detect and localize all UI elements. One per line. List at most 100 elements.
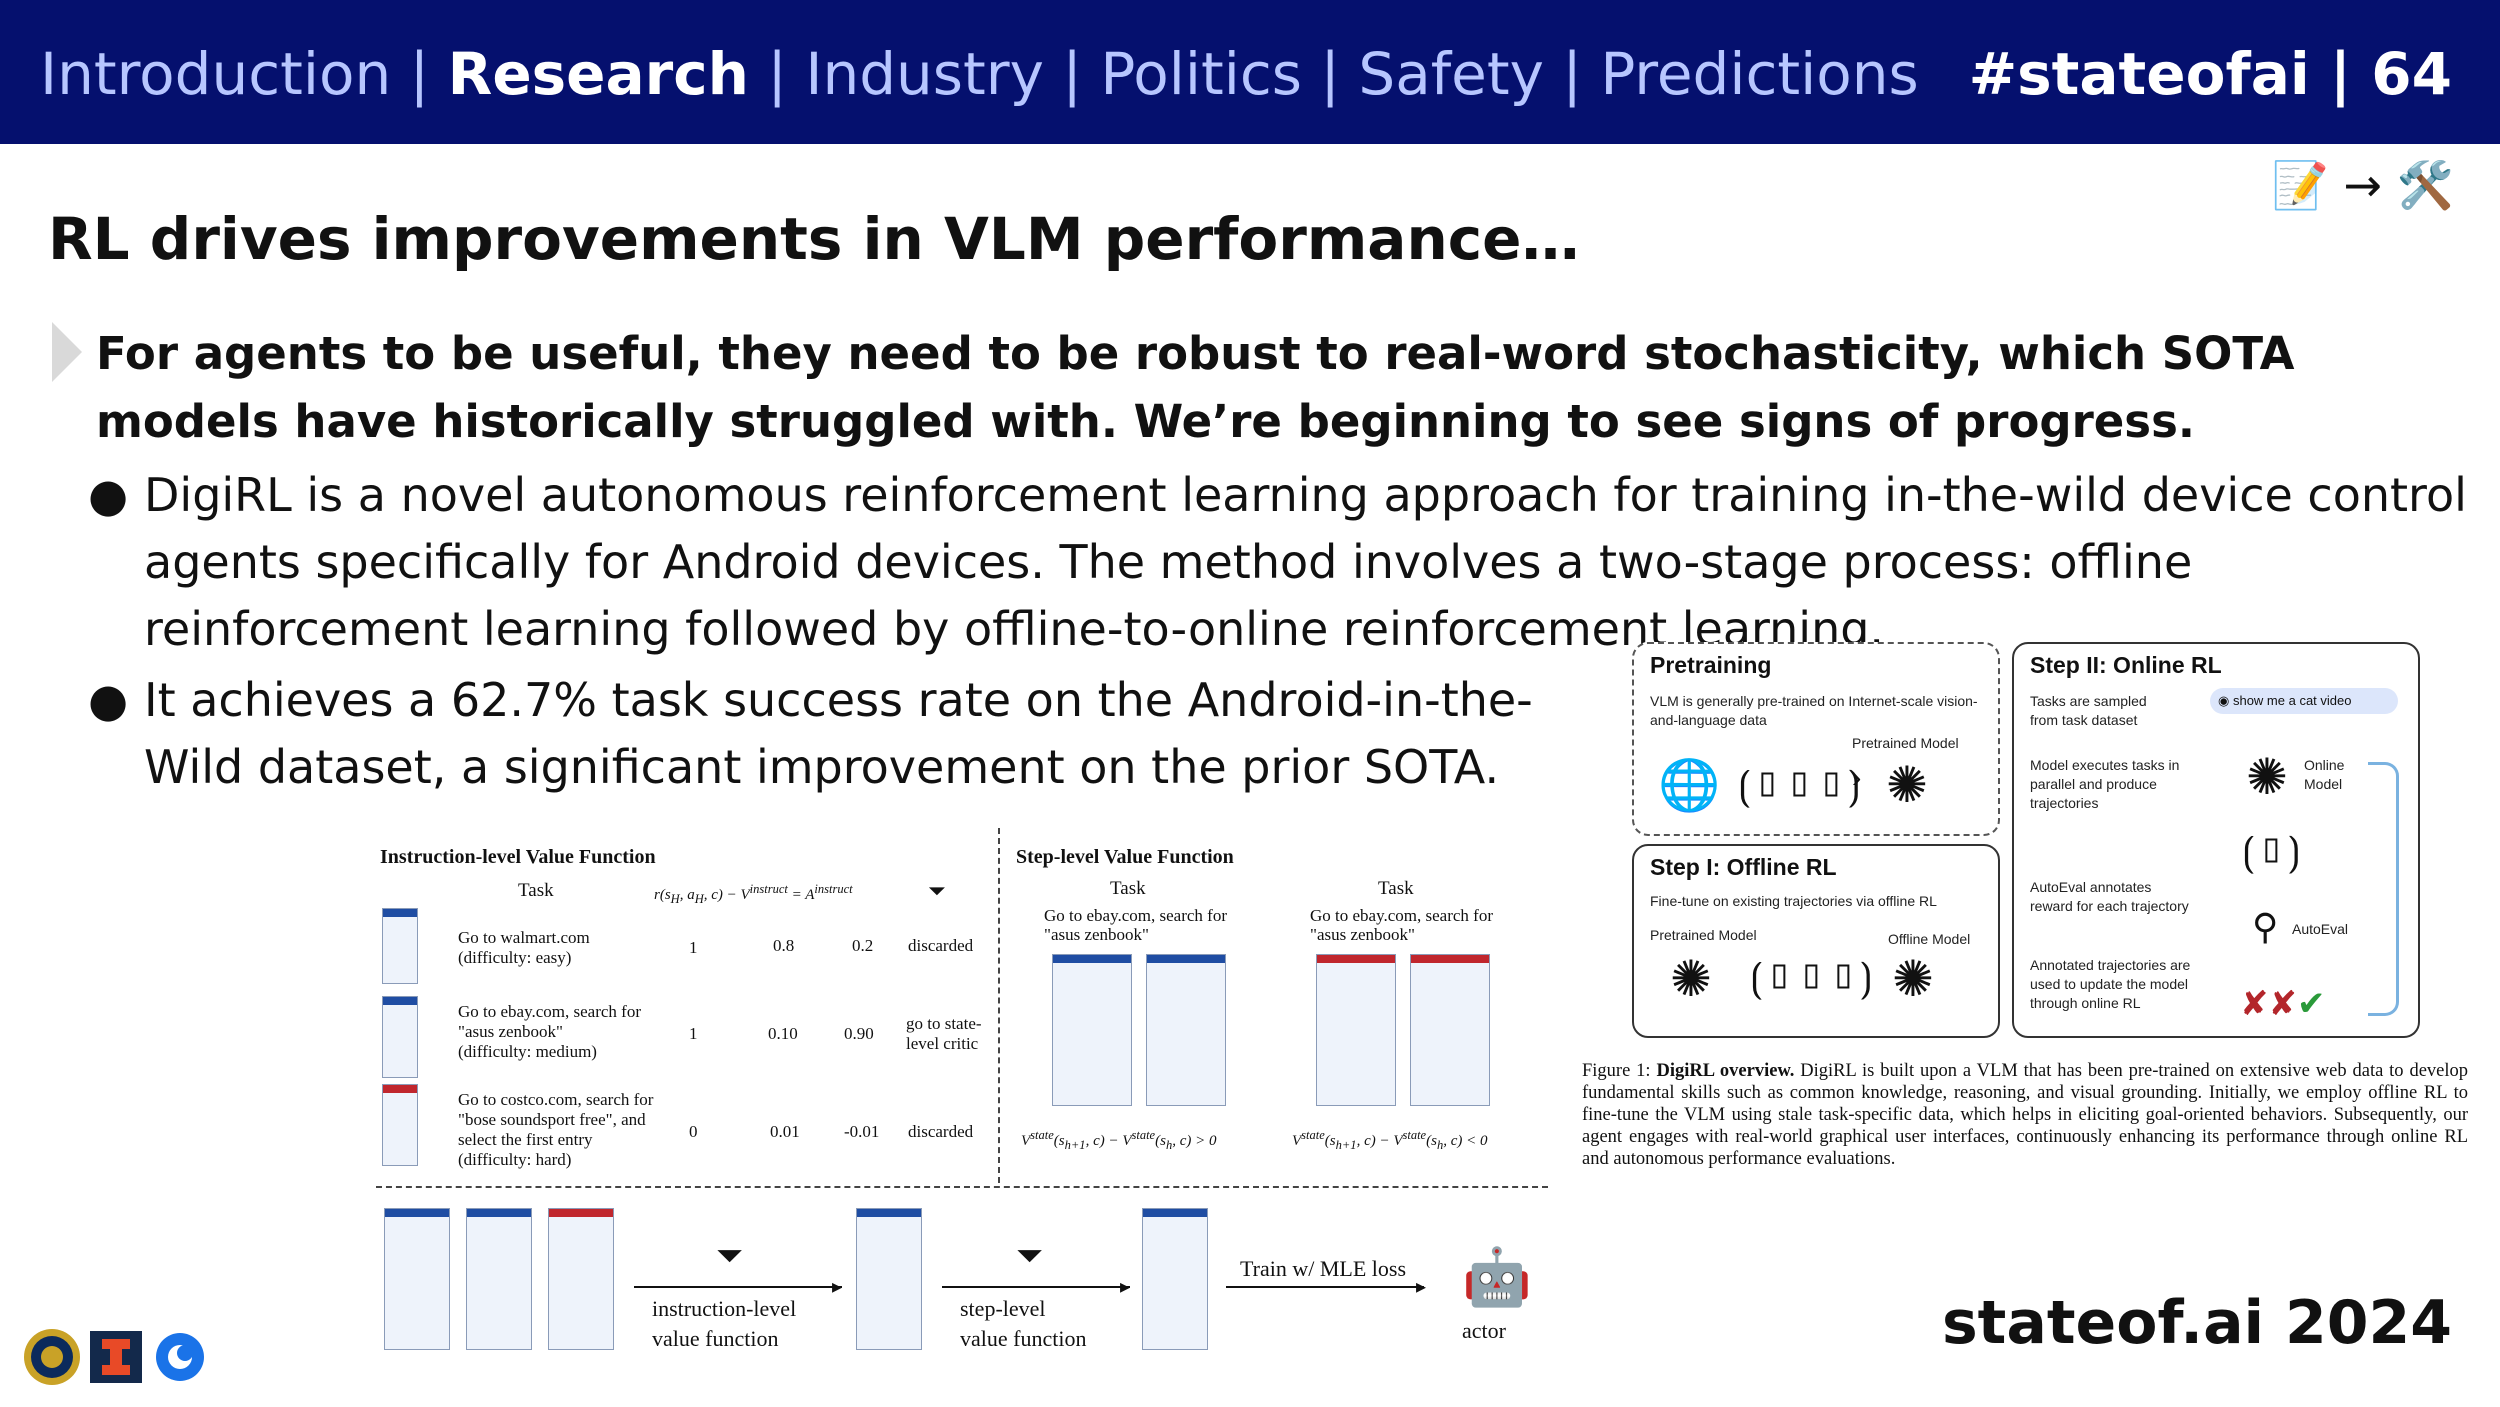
hashtag-page-number: #stateofai | 64 <box>1968 40 2452 108</box>
network-icon: ✺ <box>1892 951 1934 1007</box>
nav-politics[interactable]: Politics <box>1100 40 1302 108</box>
filter-icon: ⏷ <box>1016 1238 1044 1275</box>
pipeline-arrow <box>942 1286 1130 1288</box>
filter-icon: ⏷ <box>928 878 946 903</box>
screenshot-thumbnail <box>384 1208 450 1350</box>
instruction-value-title: Instruction-level Value Function <box>380 846 656 868</box>
category-icons: 📝 → 🛠️ <box>2272 158 2454 213</box>
online-rl-title: Step II: Online RL <box>2030 652 2222 678</box>
offline-rl-desc: Fine-tune on existing trajectories via o… <box>1650 893 1937 909</box>
step-task-2: Go to ebay.com, search for "asus zenbook" <box>1310 906 1493 944</box>
pipeline-label-4: actor <box>1462 1318 1506 1343</box>
screenshot-thumbnail <box>1316 954 1396 1106</box>
arrow-icon: › <box>1852 762 1862 793</box>
pipeline-label-2: step-level value function <box>960 1296 1087 1351</box>
lead-statement: For agents to be useful, they need to be… <box>96 327 2295 448</box>
screenshot-thumbnail <box>382 908 418 984</box>
bullet-dot-icon: ● <box>88 673 129 727</box>
screenshot-thumbnail <box>382 1084 418 1166</box>
trajectory-icon: ⟮▯▯▯⟯ <box>1750 956 1873 1000</box>
screenshot-thumbnail <box>1142 1208 1208 1350</box>
screenshot-thumbnail <box>1052 954 1132 1106</box>
pretrained-model-label: Pretrained Model <box>1852 735 1959 751</box>
offline-rl-title: Step I: Offline RL <box>1650 854 1837 880</box>
memo-icon: 📝 <box>2271 158 2329 212</box>
nav-research[interactable]: Research <box>447 40 749 108</box>
lead-arrow-icon <box>52 322 82 382</box>
screenshot-thumbnail <box>548 1208 614 1350</box>
caption-label: Figure 1: <box>1582 1061 1651 1081</box>
step-task-1: Go to ebay.com, search for "asus zenbook" <box>1044 906 1227 944</box>
arrow-head-icon: ▸ <box>832 1276 843 1298</box>
row3-task: Go to costco.com, search for "bose sounds… <box>458 1090 654 1169</box>
nav-introduction[interactable]: Introduction <box>40 40 392 108</box>
slide-title: RL drives improvements in VLM performanc… <box>48 205 1580 273</box>
arrow-icon: → <box>2343 158 2383 212</box>
row1-advantage: 0.2 <box>852 936 874 955</box>
bullet-item: ● It achieves a 62.7% task success rate … <box>80 667 1594 801</box>
digirl-overview-diagram: Pretraining VLM is generally pre-trained… <box>1630 638 2420 1048</box>
network-icon: ✺ <box>1886 757 1928 813</box>
bullet-text: It achieves a 62.7% task success rate on… <box>144 673 1533 794</box>
row2-reward: 1 <box>689 1024 698 1043</box>
nav-safety[interactable]: Safety <box>1358 40 1544 108</box>
row2-task: Go to ebay.com, search for "asus zenbook"… <box>458 1002 641 1061</box>
network-icon: ✺ <box>1670 951 1712 1007</box>
screenshot-thumbnail <box>856 1208 922 1350</box>
robot-icon: 🤖 <box>1462 1247 1532 1309</box>
online-step-4: Annotated trajectories are used to updat… <box>2030 957 2191 1011</box>
section-nav: Introduction | Research | Industry | Pol… <box>40 40 1919 108</box>
pretraining-title: Pretraining <box>1650 652 1772 678</box>
row3-result: discarded <box>908 1122 974 1141</box>
online-step-2: Model executes tasks in parallel and pro… <box>2030 757 2180 811</box>
row3-reward: 0 <box>689 1122 698 1141</box>
step-formula-2: Vstate(sh+1, c) − Vstate(sh, c) < 0 <box>1292 1128 1488 1152</box>
offline-rl-panel: Step I: Offline RL Fine-tune on existing… <box>1632 844 2000 1038</box>
nav-predictions[interactable]: Predictions <box>1600 40 1919 108</box>
pipeline-label-1: instruction-level value function <box>652 1296 797 1351</box>
pretraining-desc: VLM is generally pre-trained on Internet… <box>1650 693 1978 728</box>
offline-model-label: Offline Model <box>1888 931 1971 947</box>
step-formula-1: Vstate(sh+1, c) − Vstate(sh, c) > 0 <box>1021 1128 1217 1152</box>
google-deepmind-icon <box>156 1333 204 1381</box>
pipeline-arrow <box>1226 1286 1424 1288</box>
online-step-1: Tasks are sampled from task dataset <box>2030 693 2147 728</box>
step-value-title: Step-level Value Function <box>1016 846 1234 868</box>
bullet-text: DigiRL is a novel autonomous reinforceme… <box>144 468 2467 656</box>
row2-value: 0.10 <box>768 1024 798 1043</box>
filter-icon: ⏷ <box>716 1238 744 1275</box>
divider <box>998 828 1000 1183</box>
logos-svg <box>24 1329 204 1385</box>
bullet-dot-icon: ● <box>88 468 129 522</box>
screenshot-thumbnail <box>1146 954 1226 1106</box>
user-icon: ◉ <box>2218 693 2230 708</box>
screenshot-thumbnail <box>382 996 418 1078</box>
nav-industry[interactable]: Industry <box>805 40 1044 108</box>
task-chip: ◉ show me a cat video <box>2210 688 2398 714</box>
berkeley-seal-icon <box>24 1329 80 1385</box>
row1-task: Go to walmart.com (difficulty: easy) <box>458 928 590 967</box>
globe-icon: 🌐 <box>1658 757 1721 813</box>
online-step-3: AutoEval annotates reward for each traje… <box>2030 879 2189 914</box>
row1-reward: 1 <box>689 938 698 957</box>
divider <box>376 1186 1548 1188</box>
institution-logos <box>22 1325 212 1393</box>
pipeline-label-3: Train w/ MLE loss <box>1240 1256 1407 1281</box>
row1-result: discarded <box>908 936 974 955</box>
row2-result: go to state-level critic <box>906 1014 982 1053</box>
loop-arrow <box>2368 762 2399 1016</box>
row1-value: 0.8 <box>773 936 795 955</box>
row2-advantage: 0.90 <box>844 1024 874 1043</box>
step-task-header-2: Task <box>1378 878 1414 899</box>
step-task-header-1: Task <box>1110 878 1146 899</box>
pretrained-model-label: Pretrained Model <box>1650 927 1757 943</box>
autoeval-label: AutoEval <box>2292 921 2349 937</box>
illinois-logo-icon <box>90 1331 142 1383</box>
magnifier-icon: ⚲ <box>2252 906 2279 947</box>
caption-bold: DigiRL overview. <box>1656 1061 1795 1081</box>
formula-header: r(sH, aH, c) − Vinstruct = Ainstruct <box>654 882 853 906</box>
arrow-head-icon: ▸ <box>1416 1276 1427 1298</box>
pipeline-arrow <box>634 1286 842 1288</box>
arrow-head-icon: ▸ <box>1120 1276 1131 1298</box>
result-marks-icon: ✘✘✔ <box>2240 985 2326 1023</box>
